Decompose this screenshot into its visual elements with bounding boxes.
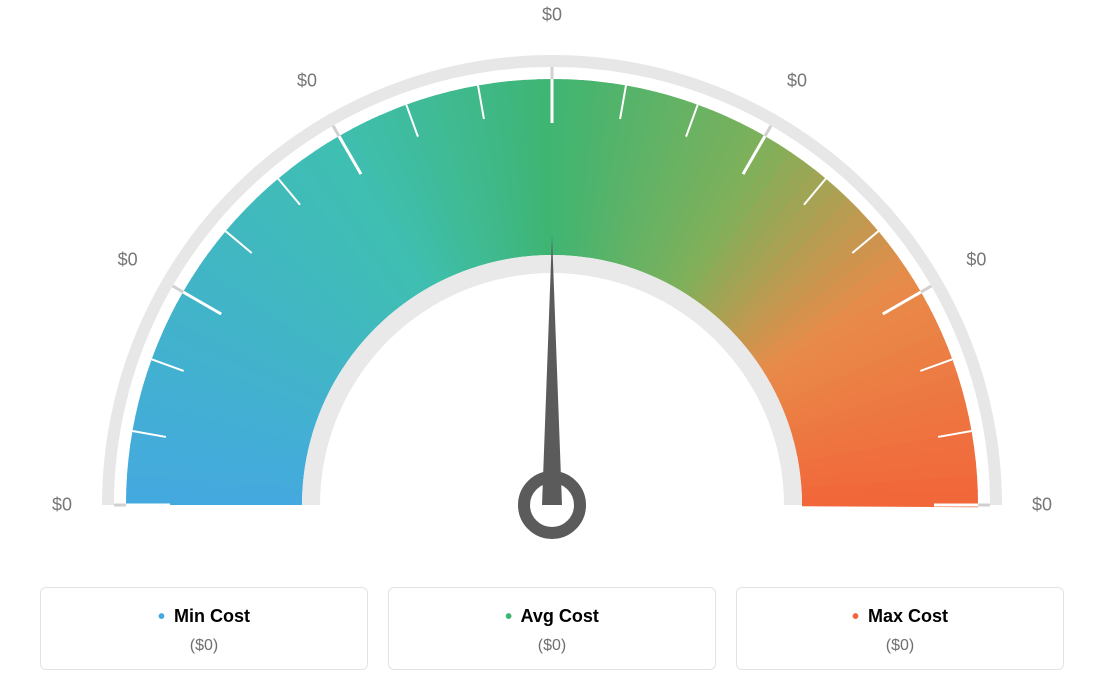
legend-title-max: • Max Cost: [747, 606, 1053, 627]
gauge-scale-label: $0: [118, 250, 138, 271]
legend-card-max: • Max Cost ($0): [736, 587, 1064, 670]
gauge-scale-label: $0: [542, 5, 562, 26]
legend-card-min: • Min Cost ($0): [40, 587, 368, 670]
legend-card-avg: • Avg Cost ($0): [388, 587, 716, 670]
legend-title-avg: • Avg Cost: [399, 606, 705, 627]
legend-row: • Min Cost ($0) • Avg Cost ($0) • Max Co…: [40, 587, 1064, 670]
gauge-scale-label: $0: [297, 70, 317, 91]
legend-dot-min: •: [158, 606, 165, 628]
gauge-scale-label: $0: [966, 250, 986, 271]
gauge-area: $0 $0 $0 $0 $0 $0 $0: [0, 0, 1104, 560]
gauge-scale-label: $0: [787, 70, 807, 91]
gauge-scale-label: $0: [52, 495, 72, 516]
gauge-scale-label: $0: [1032, 495, 1052, 516]
legend-value-min: ($0): [51, 637, 357, 655]
legend-dot-avg: •: [505, 606, 512, 628]
legend-dot-max: •: [852, 606, 859, 628]
legend-value-avg: ($0): [399, 637, 705, 655]
legend-value-max: ($0): [747, 637, 1053, 655]
legend-label-avg: Avg Cost: [521, 606, 599, 626]
gauge-svg: [0, 0, 1104, 560]
legend-label-max: Max Cost: [868, 606, 948, 626]
legend-label-min: Min Cost: [174, 606, 250, 626]
legend-title-min: • Min Cost: [51, 606, 357, 627]
gauge-chart-container: $0 $0 $0 $0 $0 $0 $0 • Min Cost ($0) • Avg Cos…: [0, 0, 1104, 690]
